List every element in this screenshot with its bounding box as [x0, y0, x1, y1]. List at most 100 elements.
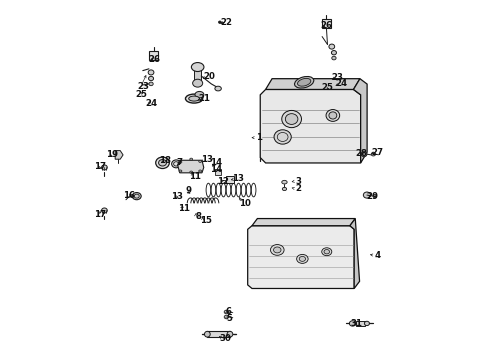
Polygon shape: [266, 79, 360, 89]
Text: 16: 16: [123, 190, 136, 199]
Ellipse shape: [282, 187, 287, 190]
Ellipse shape: [101, 208, 107, 213]
Text: 21: 21: [199, 94, 211, 103]
Text: 15: 15: [199, 216, 212, 225]
Text: 20: 20: [203, 72, 215, 81]
Ellipse shape: [270, 244, 284, 255]
Text: 25: 25: [321, 83, 333, 92]
Polygon shape: [260, 89, 361, 163]
Ellipse shape: [132, 193, 141, 200]
Text: 3: 3: [295, 176, 301, 185]
Text: 19: 19: [106, 150, 118, 159]
Text: 17: 17: [94, 162, 106, 171]
Ellipse shape: [364, 192, 370, 198]
Polygon shape: [177, 160, 204, 173]
Text: 13: 13: [171, 192, 183, 201]
Ellipse shape: [204, 331, 210, 337]
Text: 4: 4: [375, 251, 381, 260]
Ellipse shape: [156, 157, 170, 168]
Text: 9: 9: [186, 186, 192, 195]
Ellipse shape: [190, 171, 193, 173]
Text: 27: 27: [371, 148, 384, 157]
Ellipse shape: [148, 76, 153, 81]
Ellipse shape: [365, 321, 369, 325]
Text: 25: 25: [136, 90, 147, 99]
Ellipse shape: [349, 321, 356, 326]
Ellipse shape: [149, 82, 153, 86]
Ellipse shape: [273, 247, 281, 253]
Text: 1: 1: [256, 133, 262, 142]
Ellipse shape: [189, 96, 199, 101]
Ellipse shape: [193, 79, 203, 87]
Ellipse shape: [329, 112, 337, 119]
Text: 14: 14: [210, 158, 221, 167]
Text: 7: 7: [177, 158, 183, 167]
Text: 26: 26: [148, 55, 161, 64]
Ellipse shape: [329, 44, 335, 49]
Text: 6: 6: [226, 307, 232, 316]
Ellipse shape: [274, 130, 291, 144]
Ellipse shape: [190, 158, 193, 160]
Text: 12: 12: [218, 176, 229, 185]
Ellipse shape: [199, 160, 201, 162]
Text: 22: 22: [220, 18, 232, 27]
Ellipse shape: [159, 159, 167, 166]
Ellipse shape: [199, 170, 201, 172]
Ellipse shape: [282, 111, 301, 128]
Ellipse shape: [219, 21, 221, 23]
Polygon shape: [353, 79, 367, 163]
Polygon shape: [215, 169, 220, 175]
Text: 28: 28: [356, 149, 368, 158]
Ellipse shape: [361, 152, 367, 157]
Ellipse shape: [227, 331, 233, 337]
Ellipse shape: [332, 56, 336, 60]
Ellipse shape: [186, 94, 203, 103]
Polygon shape: [149, 51, 158, 60]
Text: 26: 26: [321, 21, 333, 30]
Ellipse shape: [282, 180, 287, 184]
Polygon shape: [322, 19, 331, 28]
Text: 5: 5: [226, 314, 232, 323]
Text: 11: 11: [189, 172, 201, 181]
Ellipse shape: [373, 194, 377, 198]
Ellipse shape: [294, 76, 314, 88]
Ellipse shape: [192, 63, 204, 72]
Polygon shape: [252, 219, 355, 226]
Polygon shape: [207, 331, 230, 337]
Ellipse shape: [331, 50, 337, 55]
Polygon shape: [356, 321, 365, 325]
Ellipse shape: [172, 160, 181, 168]
Ellipse shape: [299, 256, 306, 261]
Text: 13: 13: [201, 155, 213, 164]
Ellipse shape: [148, 70, 154, 75]
Polygon shape: [115, 150, 123, 159]
Polygon shape: [350, 219, 360, 288]
Text: 24: 24: [145, 99, 157, 108]
Ellipse shape: [297, 78, 311, 86]
Text: 23: 23: [332, 73, 343, 82]
Polygon shape: [226, 176, 234, 183]
Text: 31: 31: [350, 319, 362, 328]
Text: 2: 2: [295, 184, 301, 193]
Text: 24: 24: [336, 80, 348, 89]
Ellipse shape: [224, 310, 228, 314]
Polygon shape: [247, 226, 354, 288]
Ellipse shape: [324, 249, 329, 254]
Ellipse shape: [285, 114, 298, 125]
Text: 17: 17: [94, 210, 106, 219]
Text: 23: 23: [138, 82, 150, 91]
Ellipse shape: [179, 170, 182, 172]
Polygon shape: [194, 67, 201, 85]
Ellipse shape: [224, 315, 228, 319]
Text: 30: 30: [220, 334, 231, 343]
Ellipse shape: [296, 255, 308, 264]
Text: 18: 18: [159, 156, 171, 165]
Text: 11: 11: [178, 204, 190, 213]
Text: 29: 29: [367, 192, 378, 201]
Ellipse shape: [326, 109, 340, 121]
Ellipse shape: [322, 248, 332, 256]
Text: 8: 8: [196, 212, 201, 221]
Text: 13: 13: [232, 175, 244, 184]
Ellipse shape: [215, 86, 221, 91]
Ellipse shape: [195, 91, 204, 98]
